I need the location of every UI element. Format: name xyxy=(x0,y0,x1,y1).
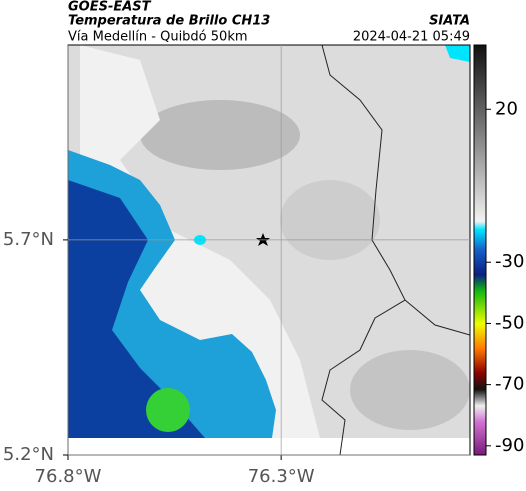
source: SIATA xyxy=(429,14,470,29)
colorbar-tick-label: -50 xyxy=(495,312,524,333)
x-tick-label: 76.3°W xyxy=(248,466,315,487)
no-data xyxy=(68,438,470,455)
cold-cloud-core xyxy=(68,180,205,438)
cloud xyxy=(350,350,470,430)
very-cold-cloud xyxy=(146,388,190,432)
cloud xyxy=(140,100,300,170)
datetime: 2024-04-21 05:49 xyxy=(353,30,470,45)
colorbar xyxy=(473,44,487,456)
title: Temperatura de Brillo CH13 xyxy=(68,14,270,29)
border xyxy=(321,45,406,455)
colorbar-tick-label: -30 xyxy=(495,251,524,272)
imagery xyxy=(68,45,470,455)
x-tick-label: 76.8°W xyxy=(35,466,102,487)
colorbar-tick-label: -70 xyxy=(495,374,524,395)
border xyxy=(404,299,470,336)
y-tick-label: 5.2°N xyxy=(3,444,54,465)
satellite: GOES-EAST xyxy=(68,0,152,15)
colorbar-tick-label: 20 xyxy=(495,98,518,119)
cloud xyxy=(280,180,380,260)
subtitle: Vía Medellín - Quibdó 50km xyxy=(68,30,248,45)
colorbar-tick-label: -90 xyxy=(495,435,524,456)
y-tick-label: 5.7°N xyxy=(3,229,54,250)
cold-spot xyxy=(445,45,470,62)
location-marker xyxy=(256,233,270,246)
